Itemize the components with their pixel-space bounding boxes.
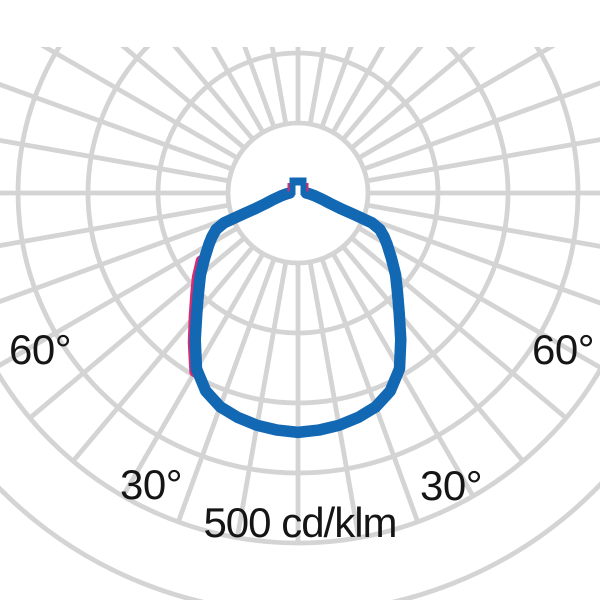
- grid-ray: [269, 47, 289, 125]
- grid-ray: [71, 245, 255, 463]
- grid-ray: [330, 47, 386, 134]
- angle-label-30-right: 30°: [420, 462, 482, 509]
- grid-ray: [40, 47, 239, 161]
- grid-ray: [234, 261, 289, 539]
- grid-ray: [0, 81, 234, 172]
- angle-label-60-right: 60°: [532, 326, 594, 373]
- grid-ray: [120, 47, 246, 150]
- grid-ray: [362, 80, 600, 172]
- curve-c0-c180: [189, 187, 407, 439]
- grid-ray: [319, 257, 420, 523]
- grid-ray: [0, 225, 239, 368]
- angle-label-30-left: 30°: [120, 461, 182, 508]
- grid-ray: [357, 47, 556, 161]
- grid-ray: [0, 202, 230, 248]
- intensity-curves: [187, 187, 407, 439]
- grid-ray: [172, 47, 255, 141]
- grid-ray: [28, 236, 246, 420]
- grid-ray: [307, 261, 362, 539]
- grid-ray: [357, 225, 600, 371]
- labels-layer: 60° 60° 30° 30° 500 cd/klm: [9, 326, 595, 546]
- grid-ray: [341, 245, 525, 463]
- grid-ray: [0, 138, 230, 184]
- grid-ray: [307, 47, 327, 125]
- grid-ray: [176, 257, 277, 523]
- grid-ray: [362, 214, 600, 306]
- grid-ray: [341, 47, 424, 141]
- grid-ray: [366, 202, 600, 249]
- grid-ray: [0, 214, 234, 305]
- grid-ray: [319, 47, 354, 129]
- grid-ray: [242, 47, 277, 129]
- centre-spike-marker: [287, 177, 309, 195]
- grid-ray: [350, 47, 476, 150]
- grid-ray: [366, 137, 600, 184]
- grid-ray: [210, 47, 266, 134]
- centre-spike-slit: [295, 185, 301, 195]
- angle-label-60-left: 60°: [9, 326, 71, 373]
- grid-ray: [350, 236, 568, 420]
- radial-scale-label: 500 cd/klm: [203, 499, 396, 546]
